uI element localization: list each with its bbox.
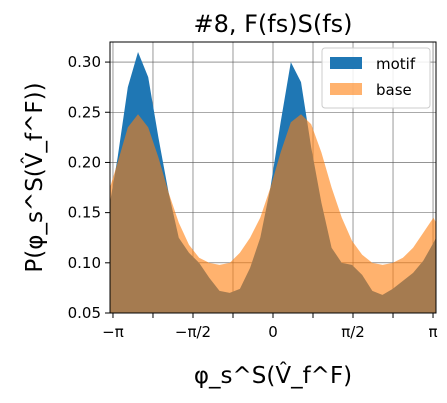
- series-areas: [110, 52, 436, 314]
- x-tick-label-2: 0: [268, 323, 278, 341]
- legend-swatch-motif: [330, 57, 362, 69]
- y-ticks: 0.05 0.10 0.15 0.20 0.25 0.30: [68, 53, 110, 322]
- x-tick-label-1: −π/2: [175, 323, 211, 341]
- y-tick-label-0: 0.05: [68, 304, 101, 322]
- legend-swatch-base: [330, 83, 362, 95]
- chart-title: #8, F(fs)S(fs): [193, 10, 352, 38]
- area-base: [110, 114, 436, 314]
- y-tick-label-2: 0.15: [68, 204, 101, 222]
- x-tick-label-4: π: [429, 323, 438, 341]
- y-tick-label-4: 0.25: [68, 103, 101, 121]
- legend: motif base: [321, 47, 431, 109]
- x-axis-label: φ_s^S(V̂_f^F): [194, 362, 352, 389]
- y-tick-label-5: 0.30: [68, 53, 101, 71]
- legend-label-base: base: [376, 81, 412, 99]
- y-tick-label-3: 0.20: [68, 153, 101, 171]
- y-tick-label-1: 0.10: [68, 254, 101, 272]
- x-ticks: −π −π/2 0 π/2 π: [102, 313, 438, 341]
- x-tick-label-3: π/2: [341, 323, 365, 341]
- legend-label-motif: motif: [376, 55, 416, 73]
- y-axis-label: P(φ_s^S(V̂_f^F)): [21, 82, 48, 272]
- x-tick-label-0: −π: [102, 323, 124, 341]
